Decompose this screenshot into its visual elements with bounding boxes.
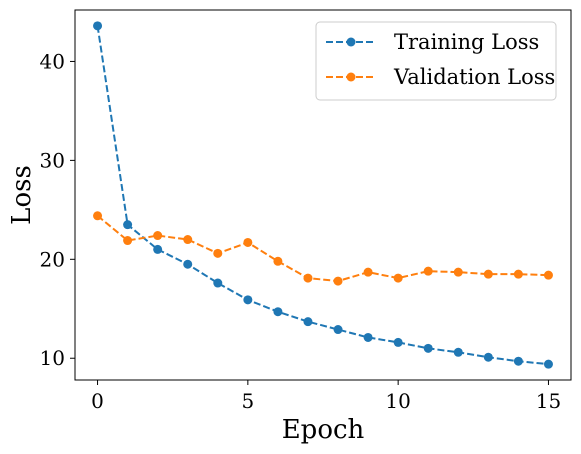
- legend-label: Training Loss: [394, 30, 539, 54]
- legend-item: Training Loss: [326, 30, 539, 54]
- legend-marker: [346, 72, 356, 82]
- y-tick-label: 10: [40, 346, 65, 370]
- data-point: [273, 307, 283, 317]
- data-point: [543, 359, 553, 369]
- data-point: [153, 231, 163, 241]
- data-point: [303, 273, 313, 283]
- series-validation-loss: [93, 211, 553, 286]
- data-point: [243, 237, 253, 247]
- data-point: [513, 269, 523, 279]
- x-axis-label: Epoch: [282, 415, 365, 445]
- data-point: [363, 267, 373, 277]
- data-point: [333, 276, 343, 286]
- data-point: [423, 343, 433, 353]
- data-point: [453, 267, 463, 277]
- data-point: [543, 270, 553, 280]
- legend-item: Validation Loss: [326, 65, 555, 89]
- data-point: [513, 356, 523, 366]
- data-point: [123, 236, 133, 246]
- data-point: [153, 244, 163, 254]
- data-point: [363, 332, 373, 342]
- axis-ticks: 0 5 10 15 10 20 30 40: [40, 49, 562, 413]
- data-point: [453, 347, 463, 357]
- data-point: [243, 295, 253, 305]
- series-training-loss: [93, 21, 553, 369]
- series-line: [96, 215, 549, 283]
- data-point: [333, 325, 343, 335]
- data-point: [273, 256, 283, 266]
- x-tick-label: 15: [536, 389, 561, 413]
- legend-label: Validation Loss: [393, 65, 555, 89]
- data-point: [393, 273, 403, 283]
- data-point: [93, 211, 103, 221]
- y-tick-label: 30: [40, 148, 65, 172]
- legend-box: [315, 21, 557, 101]
- plot-frame: [74, 9, 572, 381]
- legend: Training Loss Validation Loss: [315, 21, 557, 101]
- data-point: [303, 317, 313, 327]
- y-tick-label: 40: [40, 49, 65, 73]
- data-point: [213, 248, 223, 258]
- y-axis-label: Loss: [7, 165, 37, 225]
- x-tick-label: 5: [241, 389, 254, 413]
- chart-marks: [93, 21, 553, 369]
- data-point: [93, 21, 103, 31]
- y-tick-label: 20: [40, 247, 65, 271]
- data-point: [213, 278, 223, 288]
- data-point: [423, 266, 433, 276]
- data-point: [483, 269, 493, 279]
- x-tick-label: 10: [385, 389, 410, 413]
- data-point: [483, 352, 493, 362]
- legend-marker: [346, 37, 356, 47]
- data-point: [393, 337, 403, 347]
- data-point: [123, 220, 133, 230]
- data-point: [183, 259, 193, 269]
- data-point: [183, 235, 193, 245]
- series-line: [96, 25, 549, 366]
- x-tick-label: 0: [91, 389, 104, 413]
